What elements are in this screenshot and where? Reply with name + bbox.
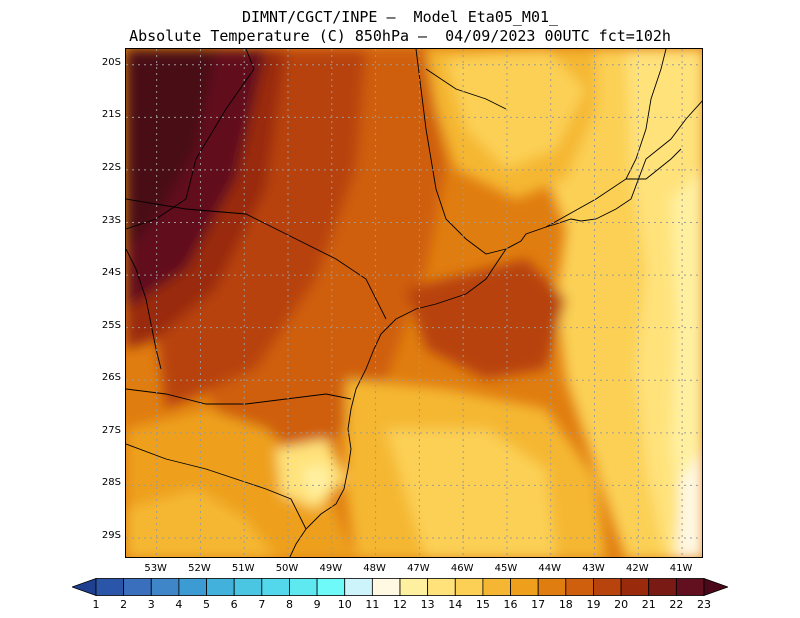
lat-label: 20S (101, 56, 121, 68)
lon-label: 41W (669, 563, 693, 574)
colorbar-label: 9 (313, 598, 321, 611)
temperature-field (126, 49, 702, 557)
colorbar-label: 20 (614, 598, 629, 611)
lat-label: 28S (101, 477, 121, 489)
colorbar-swatch (537, 578, 567, 596)
river-parana (126, 248, 162, 370)
colorbar-swatch (178, 578, 207, 596)
lat-label: 29S (101, 529, 121, 541)
lat-label: 27S (101, 424, 121, 436)
state-border-es (626, 148, 682, 180)
colorbar-label: 18 (558, 598, 573, 611)
colorbar-swatch (510, 578, 539, 596)
colorbar-label: 16 (503, 598, 518, 611)
lat-label: 24S (101, 267, 121, 279)
colorbar-swatch (150, 578, 180, 596)
colorbar-label: 10 (337, 598, 352, 611)
colorbar-label: 23 (697, 598, 711, 611)
colorbar-label: 19 (586, 598, 601, 611)
colorbar-swatch (593, 578, 622, 596)
colorbar-swatch (261, 578, 290, 596)
colorbar-label: 17 (531, 598, 546, 611)
field-ocean-edge (671, 170, 702, 557)
colorbar-label: 14 (448, 598, 463, 611)
colorbar-label: 22 (669, 598, 684, 611)
lat-label: 22S (101, 161, 121, 173)
colorbar-swatch (399, 578, 429, 596)
map-frame (125, 48, 703, 558)
lat-lon-grid (126, 49, 702, 557)
field-south-ocean-light (386, 429, 556, 557)
state-border-sp-mg (415, 49, 507, 255)
colorbar-label: 5 (203, 598, 211, 611)
state-border-sp-pr (126, 198, 387, 320)
colorbar-swatch (316, 578, 346, 596)
state-border-north (126, 49, 255, 230)
colorbar-swatch (233, 578, 263, 596)
colorbar-label: 13 (420, 598, 435, 611)
lon-label: 49W (319, 563, 343, 574)
colorbar-swatch (123, 578, 152, 596)
colorbar-label: 4 (175, 598, 183, 611)
field-sc-pale-core (301, 464, 331, 499)
colorbar-label: 3 (147, 598, 155, 611)
field-coastal-ridge (406, 259, 566, 379)
lat-label: 26S (101, 372, 121, 384)
lon-label: 53W (144, 563, 167, 574)
lon-label: 47W (407, 563, 430, 574)
colorbar-swatch (206, 578, 235, 596)
map-title-line1: DIMNT/CGCT/INPE – Model Eta05_M01_ (241, 8, 559, 26)
lon-label: 46W (450, 563, 474, 574)
lon-label: 51W (231, 563, 255, 574)
colorbar-swatch (482, 578, 511, 596)
colorbar-label: 21 (641, 598, 656, 611)
lon-label: 48W (363, 563, 386, 574)
colorbar-label: 15 (475, 598, 490, 611)
lon-label: 50W (275, 563, 299, 574)
temperature-map (126, 49, 702, 557)
lon-label: 44W (538, 563, 562, 574)
colorbar-swatch (648, 578, 677, 596)
lon-label: 52W (188, 563, 211, 574)
lon-label: 43W (582, 563, 605, 574)
river-grande (425, 68, 507, 110)
coastline (289, 100, 702, 557)
state-border-pr-sc (126, 388, 352, 405)
lat-label: 25S (101, 319, 121, 331)
state-border-sc-rs (126, 443, 307, 530)
map-title-line2: Absolute Temperature (C) 850hPa – 04/09/… (129, 27, 671, 45)
colorbar-label: 7 (258, 598, 266, 611)
colorbar-label: 8 (285, 598, 293, 611)
coastline-and-borders (126, 49, 702, 557)
colorbar (72, 578, 728, 596)
field-west-darkest (126, 49, 216, 249)
colorbar-swatch (344, 578, 373, 596)
colorbar-label: 11 (365, 598, 380, 611)
colorbar-arrow-right (703, 578, 728, 596)
lat-label: 21S (101, 109, 121, 121)
colorbar-swatch (289, 578, 318, 596)
colorbar-swatch (620, 578, 650, 596)
colorbar-swatch (427, 578, 456, 596)
colorbar-swatch (95, 578, 125, 596)
colorbar-swatch (371, 578, 401, 596)
colorbar-swatch (454, 578, 484, 596)
colorbar-label: 12 (393, 598, 407, 611)
colorbar-arrow-left (72, 578, 97, 596)
lon-label: 45W (494, 563, 518, 574)
colorbar-label: 1 (92, 598, 100, 611)
state-border-rj (545, 49, 667, 228)
colorbar-swatch (565, 578, 594, 596)
colorbar-swatch (675, 578, 705, 596)
lon-label: 42W (626, 563, 649, 574)
lat-label: 23S (101, 214, 121, 226)
colorbar-label: 2 (120, 598, 128, 611)
colorbar-label: 6 (230, 598, 238, 611)
